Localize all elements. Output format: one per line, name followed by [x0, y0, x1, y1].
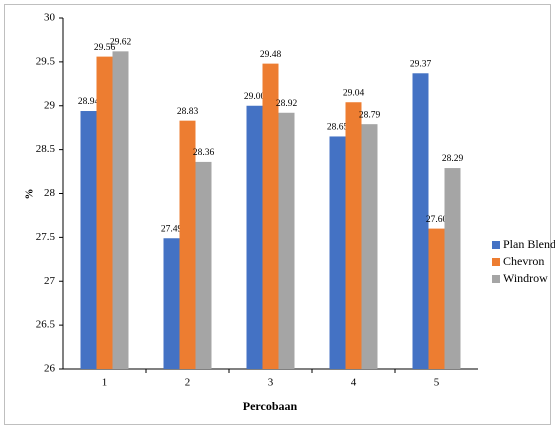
y-tick-label: 29	[44, 99, 56, 111]
legend-swatch	[492, 258, 500, 266]
x-tick-label: 5	[434, 377, 440, 389]
value-label: 28.83	[177, 107, 199, 117]
legend-swatch	[492, 241, 500, 249]
y-tick-label: 27.5	[36, 231, 56, 243]
y-tick-label: 30	[44, 12, 56, 24]
y-tick-label: 28	[44, 187, 56, 199]
bar	[278, 112, 295, 370]
value-label: 27.49	[161, 224, 183, 234]
bar	[195, 161, 212, 369]
bar	[80, 111, 97, 369]
bar	[412, 73, 429, 369]
value-label: 29.37	[410, 59, 432, 69]
legend-label: Plan Blend	[503, 237, 555, 251]
bar	[96, 56, 113, 370]
bar	[329, 136, 346, 369]
bar	[361, 124, 378, 370]
legend-label: Chevron	[503, 254, 544, 268]
x-tick-label: 2	[185, 377, 191, 389]
legend-swatch	[492, 275, 500, 283]
y-tick-label: 28.5	[36, 143, 56, 155]
value-label: 28.92	[276, 99, 298, 109]
legend-label: Windrow	[503, 271, 548, 285]
value-label: 29.62	[110, 38, 132, 48]
y-axis-label: %	[24, 189, 36, 200]
bar	[345, 102, 362, 370]
bar	[179, 120, 196, 369]
value-label: 27.60	[426, 215, 448, 225]
y-tick-label: 26	[44, 363, 56, 375]
value-label: 28.79	[359, 110, 381, 120]
x-tick-label: 1	[102, 377, 108, 389]
y-tick-label: 27	[44, 275, 56, 287]
value-label: 28.65	[327, 123, 349, 133]
value-label: 28.29	[442, 154, 464, 164]
x-axis-label: Percobaan	[243, 399, 298, 413]
bar	[112, 51, 129, 369]
y-tick-label: 26.5	[36, 319, 56, 331]
value-label: 28.36	[193, 148, 215, 158]
value-label: 28.94	[78, 97, 100, 107]
value-label: 29.56	[94, 43, 116, 53]
bar	[444, 168, 461, 369]
value-label: 29.04	[343, 88, 365, 98]
x-tick-label: 4	[351, 377, 357, 389]
value-label: 29.00	[244, 92, 266, 102]
bar	[262, 63, 279, 369]
value-label: 29.48	[260, 50, 282, 60]
bar	[428, 228, 445, 369]
bar	[163, 238, 180, 369]
y-tick-label: 29.5	[36, 55, 56, 67]
x-tick-label: 3	[268, 377, 274, 389]
bar	[246, 105, 263, 369]
